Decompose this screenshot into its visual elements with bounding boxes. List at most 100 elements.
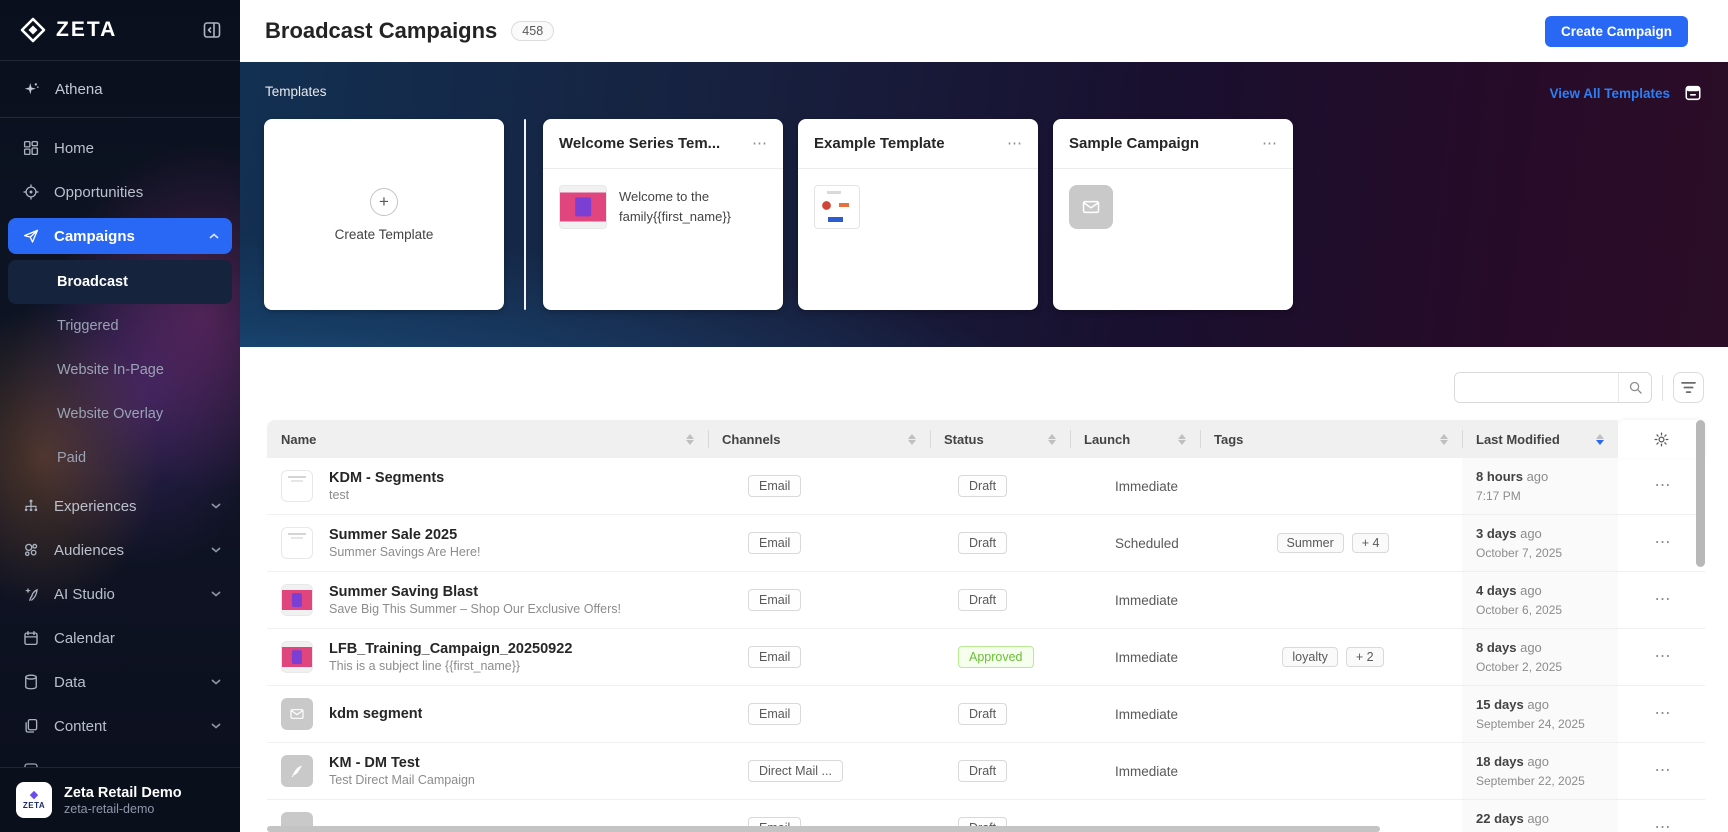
column-header-name[interactable]: Name <box>267 420 708 458</box>
channel-chip: Direct Mail ... <box>748 760 843 782</box>
sidebar-item-home[interactable]: Home <box>0 126 240 170</box>
template-card-welcome-series[interactable]: Welcome Series Tem... ⋯ Welcome to the f… <box>543 119 783 310</box>
sort-icon <box>1048 433 1060 445</box>
column-header-channels[interactable]: Channels <box>708 420 930 458</box>
campaign-name[interactable]: KM - DM Test <box>329 755 420 771</box>
envelope-icon <box>1082 200 1100 214</box>
modified-relative: 8 hours <box>1476 469 1523 484</box>
modified-relative: 22 days <box>1476 811 1524 826</box>
quill-icon <box>291 765 302 778</box>
sidebar: ZETA Athena <box>0 0 240 832</box>
sidebar-item-experiences[interactable]: Experiences <box>0 484 240 528</box>
workspace-switcher[interactable]: ◆ ZETA Zeta Retail Demo zeta-retail-demo <box>0 767 240 832</box>
sidebar-item-opportunities[interactable]: Opportunities <box>0 170 240 214</box>
launch-type: Immediate <box>1115 706 1179 722</box>
search-button[interactable] <box>1618 373 1651 402</box>
main-area: Broadcast Campaigns 458 Create Campaign … <box>240 0 1728 832</box>
sidebar-item-athena[interactable]: Athena <box>0 61 240 117</box>
sidebar-item-label: Campaigns <box>54 227 135 245</box>
search-box <box>1454 372 1652 403</box>
zeta-wordmark-mini: ZETA <box>22 801 46 810</box>
vertical-scrollbar-thumb[interactable] <box>1696 420 1705 567</box>
sidebar-subitem-broadcast[interactable]: Broadcast <box>8 260 232 304</box>
row-menu-icon[interactable]: ⋯ <box>1654 648 1673 665</box>
card-menu-icon[interactable]: ⋯ <box>1262 134 1279 152</box>
column-label: Launch <box>1084 431 1131 447</box>
campaign-name[interactable]: Summer Saving Blast <box>329 584 479 600</box>
sidebar-subitem-paid[interactable]: Paid <box>0 436 240 480</box>
modified-suffix: ago <box>1522 469 1549 484</box>
create-template-card[interactable]: + Create Template <box>264 119 504 310</box>
templates-divider <box>524 119 526 310</box>
template-card-example[interactable]: Example Template ⋯ <box>798 119 1038 310</box>
sidebar-item-content[interactable]: Content <box>0 704 240 748</box>
sidebar-collapse-icon[interactable] <box>202 20 222 40</box>
table-toolbar <box>1454 372 1704 403</box>
card-menu-icon[interactable]: ⋯ <box>752 134 769 152</box>
filter-button[interactable] <box>1673 372 1704 403</box>
sidebar-subitem-website-overlay[interactable]: Website Overlay <box>0 392 240 436</box>
tags-cell <box>1200 686 1462 742</box>
modified-detail: September 22, 2025 <box>1476 774 1585 788</box>
channel-chip: Email <box>748 646 802 668</box>
column-settings-button[interactable] <box>1618 420 1705 458</box>
search-input[interactable] <box>1455 373 1618 402</box>
calendar-icon <box>24 630 38 646</box>
column-header-launch[interactable]: Launch <box>1070 420 1200 458</box>
table-row[interactable]: kdm segment Email Draft Immediate 15 day… <box>267 686 1705 743</box>
campaign-subject: This is a subject line {{first_name}} <box>329 659 521 673</box>
channel-chip: Email <box>748 532 802 554</box>
sidebar-item-label: Athena <box>55 80 103 98</box>
table-row[interactable]: LFB_Training_Campaign_20250922 This is a… <box>267 629 1705 686</box>
campaign-name[interactable]: KDM - Segments <box>329 470 445 486</box>
chevron-down-icon <box>211 679 221 685</box>
row-menu-icon[interactable]: ⋯ <box>1654 762 1673 779</box>
campaign-name[interactable]: LFB_Training_Campaign_20250922 <box>329 641 573 657</box>
channel-chip: Email <box>748 475 802 497</box>
campaign-thumbnail <box>281 470 313 502</box>
sidebar-item-campaigns[interactable]: Campaigns <box>8 218 232 254</box>
column-header-status[interactable]: Status <box>930 420 1070 458</box>
table-row[interactable]: KM - DM Test Test Direct Mail Campaign D… <box>267 743 1705 800</box>
divider <box>1662 374 1663 401</box>
row-menu-icon[interactable]: ⋯ <box>1654 477 1673 494</box>
campaign-name[interactable]: kdm segment <box>329 706 423 722</box>
table-row[interactable]: Summer Saving Blast Save Big This Summer… <box>267 572 1705 629</box>
sidebar-subitem-triggered[interactable]: Triggered <box>0 304 240 348</box>
campaign-count-badge: 458 <box>511 21 555 41</box>
sidebar-item-calendar[interactable]: Calendar <box>0 616 240 660</box>
tags-cell <box>1200 743 1462 799</box>
table-header-row: Name Channels Status Launch <box>267 420 1705 458</box>
table-row[interactable]: Summer Sale 2025 Summer Savings Are Here… <box>267 515 1705 572</box>
sort-icon <box>1440 433 1452 445</box>
collapse-templates-icon[interactable] <box>1684 84 1702 102</box>
sidebar-subitem-website-in-page[interactable]: Website In-Page <box>0 348 240 392</box>
card-menu-icon[interactable]: ⋯ <box>1007 134 1024 152</box>
sidebar-item-audiences[interactable]: Audiences <box>0 528 240 572</box>
campaign-name[interactable]: Summer Sale 2025 <box>329 527 458 543</box>
row-menu-icon[interactable]: ⋯ <box>1654 591 1673 608</box>
sidebar-item-data[interactable]: Data <box>0 660 240 704</box>
horizontal-scrollbar-thumb[interactable] <box>267 826 1380 832</box>
modified-detail: October 6, 2025 <box>1476 603 1563 617</box>
chevron-down-icon <box>211 723 221 729</box>
modified-suffix: ago <box>1523 754 1550 769</box>
sidebar-nav: Home Opportunities Campaigns <box>0 118 240 792</box>
row-menu-icon[interactable]: ⋯ <box>1654 534 1673 551</box>
row-menu-icon[interactable]: ⋯ <box>1654 819 1673 832</box>
view-all-templates-link[interactable]: View All Templates <box>1549 85 1670 101</box>
create-campaign-button[interactable]: Create Campaign <box>1544 15 1688 47</box>
row-menu-icon[interactable]: ⋯ <box>1654 705 1673 722</box>
table-row[interactable]: KDM - Segments test Email Draft Immediat… <box>267 458 1705 515</box>
template-card-title: Sample Campaign <box>1069 135 1200 152</box>
column-header-last-modified[interactable]: Last Modified <box>1462 420 1618 458</box>
last-modified-cell: 4 days ago October 6, 2025 <box>1462 572 1618 628</box>
campaign-subject: Save Big This Summer – Shop Our Exclusiv… <box>329 602 622 616</box>
campaign-thumbnail <box>281 755 313 787</box>
sidebar-item-ai-studio[interactable]: AI Studio <box>0 572 240 616</box>
template-card-sample-campaign[interactable]: Sample Campaign ⋯ <box>1053 119 1293 310</box>
status-chip: Draft <box>958 703 1008 725</box>
column-header-tags[interactable]: Tags <box>1200 420 1462 458</box>
modified-relative: 18 days <box>1476 754 1524 769</box>
column-label: Name <box>281 431 317 447</box>
